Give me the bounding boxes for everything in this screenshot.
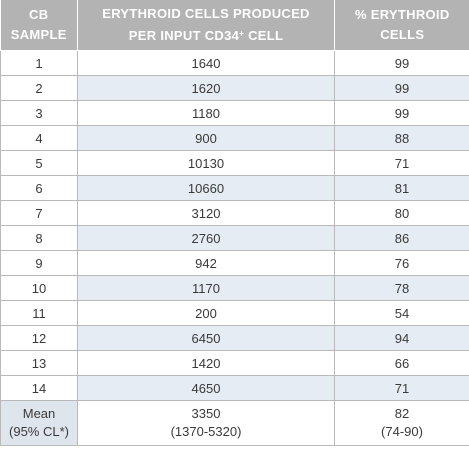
- produced-cell: 1640: [77, 50, 335, 76]
- table-row: 11 200 54: [0, 300, 469, 326]
- percent-cell: 66: [334, 350, 469, 376]
- mean-row: Mean (95% CL*) 3350 (1370-5320) 82 (74-90): [0, 400, 469, 446]
- table-row: 7 3120 80: [0, 200, 469, 226]
- header-erythroid-produced-line2-pre: PER INPUT CD34: [128, 28, 240, 43]
- header-percent-erythroid-line2: CELLS: [380, 27, 425, 42]
- produced-cell: 1420: [77, 350, 335, 376]
- produced-cell: 3120: [77, 200, 335, 226]
- header-cb-sample-line2: SAMPLE: [10, 27, 67, 42]
- percent-cell: 76: [334, 250, 469, 276]
- table-row: 6 10660 81: [0, 175, 469, 201]
- percent-cell: 94: [334, 325, 469, 351]
- produced-cell: 2760: [77, 225, 335, 251]
- header-erythroid-produced-line2-post: CELL: [244, 28, 284, 43]
- produced-cell: 10130: [77, 150, 335, 176]
- sample-cell: 13: [0, 350, 78, 376]
- percent-cell: 78: [334, 275, 469, 301]
- sample-cell: 2: [0, 75, 78, 101]
- header-cb-sample-line1: CB: [29, 7, 49, 22]
- table-row: 14 4650 71: [0, 375, 469, 401]
- mean-percent-cell: 82 (74-90): [334, 400, 469, 446]
- table-row: 12 6450 94: [0, 325, 469, 351]
- sample-cell: 11: [0, 300, 78, 326]
- percent-cell: 71: [334, 375, 469, 401]
- sample-cell: 7: [0, 200, 78, 226]
- table-row: 9 942 76: [0, 250, 469, 276]
- sample-cell: 10: [0, 275, 78, 301]
- table-row: 5 10130 71: [0, 150, 469, 176]
- mean-percent-cell-line2: (74-90): [381, 424, 423, 439]
- produced-cell: 1620: [77, 75, 335, 101]
- mean-label-cell: Mean (95% CL*): [0, 400, 78, 446]
- sample-cell: 12: [0, 325, 78, 351]
- table-body: 1 1640 99 2 1620 99 3 1180 99 4 900 88 5 10130 71 6 1066…: [0, 50, 469, 446]
- produced-cell: 1170: [77, 275, 335, 301]
- table-row: 4 900 88: [0, 125, 469, 151]
- table-row: 2 1620 99: [0, 75, 469, 101]
- mean-produced-cell-line1: 3350: [191, 406, 221, 421]
- mean-label-cell-line2: (95% CL*): [9, 424, 69, 439]
- header-superscript-plus: +: [239, 29, 245, 38]
- sample-cell: 5: [0, 150, 78, 176]
- table-row: 13 1420 66: [0, 350, 469, 376]
- percent-cell: 99: [334, 100, 469, 126]
- sample-cell: 14: [0, 375, 78, 401]
- percent-cell: 86: [334, 225, 469, 251]
- erythroid-data-table: CB SAMPLE ERYTHROID CELLS PRODUCED PER I…: [0, 0, 469, 446]
- percent-cell: 99: [334, 50, 469, 76]
- produced-cell: 10660: [77, 175, 335, 201]
- percent-cell: 81: [334, 175, 469, 201]
- table-row: 3 1180 99: [0, 100, 469, 126]
- produced-cell: 1180: [77, 100, 335, 126]
- header-erythroid-produced: ERYTHROID CELLS PRODUCED PER INPUT CD34+…: [77, 0, 335, 51]
- header-percent-erythroid: % ERYTHROID CELLS: [334, 0, 469, 51]
- header-percent-erythroid-line1: % ERYTHROID: [354, 7, 450, 22]
- sample-cell: 8: [0, 225, 78, 251]
- mean-label-cell-line1: Mean: [22, 406, 56, 421]
- percent-cell: 88: [334, 125, 469, 151]
- produced-cell: 900: [77, 125, 335, 151]
- table-row: 10 1170 78: [0, 275, 469, 301]
- produced-cell: 200: [77, 300, 335, 326]
- percent-cell: 80: [334, 200, 469, 226]
- percent-cell: 54: [334, 300, 469, 326]
- sample-cell: 3: [0, 100, 78, 126]
- percent-cell: 71: [334, 150, 469, 176]
- produced-cell: 942: [77, 250, 335, 276]
- produced-cell: 6450: [77, 325, 335, 351]
- sample-cell: 1: [0, 50, 78, 76]
- mean-percent-cell-line1: 82: [394, 406, 410, 421]
- header-cb-sample: CB SAMPLE: [0, 0, 78, 51]
- sample-cell: 4: [0, 125, 78, 151]
- table-header: CB SAMPLE ERYTHROID CELLS PRODUCED PER I…: [0, 0, 469, 51]
- header-erythroid-produced-line1: ERYTHROID CELLS PRODUCED: [102, 6, 310, 21]
- produced-cell: 4650: [77, 375, 335, 401]
- mean-produced-cell: 3350 (1370-5320): [77, 400, 335, 446]
- sample-cell: 9: [0, 250, 78, 276]
- percent-cell: 99: [334, 75, 469, 101]
- header-row: CB SAMPLE ERYTHROID CELLS PRODUCED PER I…: [0, 0, 469, 51]
- sample-cell: 6: [0, 175, 78, 201]
- table-row: 1 1640 99: [0, 50, 469, 76]
- mean-produced-cell-line2: (1370-5320): [170, 424, 242, 439]
- table-row: 8 2760 86: [0, 225, 469, 251]
